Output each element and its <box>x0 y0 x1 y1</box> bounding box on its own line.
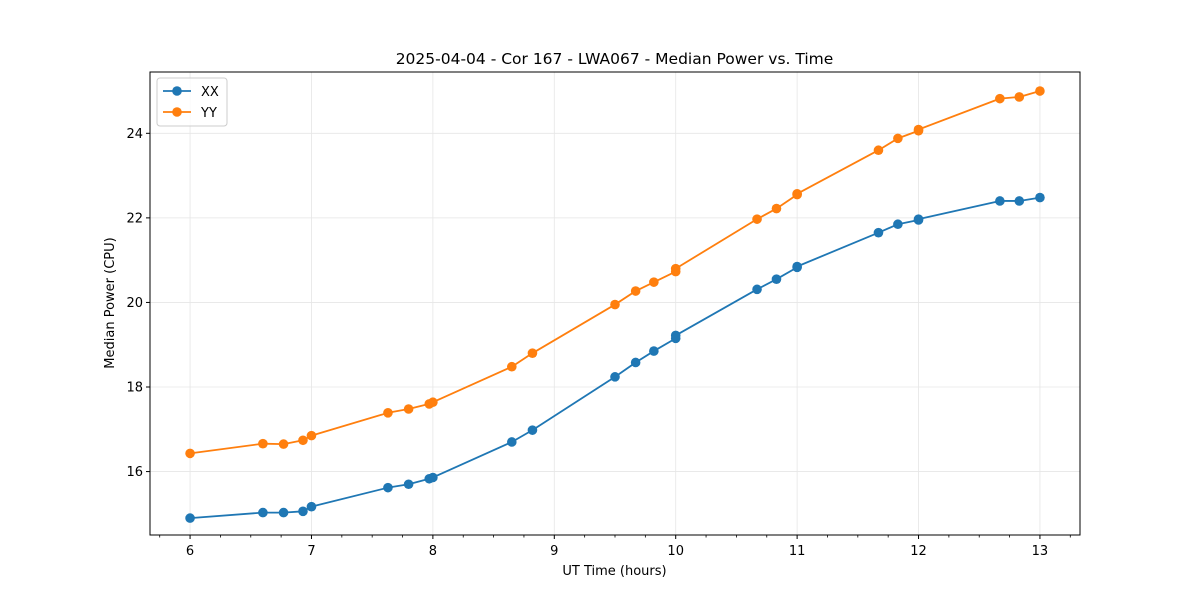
data-point-xx <box>1014 196 1025 206</box>
data-point-yy <box>995 93 1005 104</box>
data-point-xx <box>185 513 195 523</box>
y-tick-label: 18 <box>126 381 143 396</box>
y-tick-label: 24 <box>126 127 143 142</box>
data-point-yy <box>306 430 317 441</box>
data-point-xx <box>403 479 414 490</box>
data-point-xx <box>771 274 782 284</box>
series-yy <box>185 86 1045 459</box>
data-point-xx <box>258 507 268 518</box>
data-point-yy <box>298 435 308 446</box>
data-point-xx <box>610 372 620 382</box>
data-point-xx <box>507 437 517 447</box>
data-point-xx <box>670 330 681 341</box>
data-point-yy <box>893 133 903 144</box>
legend-label-xx: XX <box>201 85 219 100</box>
data-point-xx <box>792 261 802 272</box>
data-point-yy <box>771 203 782 214</box>
data-point-xx <box>278 507 289 518</box>
data-point-yy <box>428 397 438 408</box>
series-xx <box>185 192 1045 523</box>
x-axis-label: UT Time (hours) <box>562 564 666 579</box>
y-tick-label: 22 <box>126 211 143 226</box>
data-point-xx <box>995 196 1005 206</box>
y-tick-label: 16 <box>126 465 143 480</box>
data-point-xx <box>428 472 438 483</box>
data-point-yy <box>670 263 681 274</box>
data-point-yy <box>507 361 517 372</box>
data-point-yy <box>610 299 620 310</box>
y-axis-label: Median Power (CPU) <box>103 237 118 368</box>
legend-marker-xx <box>172 86 182 96</box>
data-point-xx <box>383 482 393 493</box>
data-point-yy <box>1035 86 1045 96</box>
data-point-yy <box>185 448 195 459</box>
data-point-yy <box>873 145 884 156</box>
data-point-yy <box>278 439 289 449</box>
data-point-yy <box>258 438 268 449</box>
legend: XX YY <box>156 77 228 127</box>
legend-label-yy: YY <box>200 106 217 121</box>
data-point-xx <box>527 425 538 435</box>
data-point-xx <box>873 227 884 238</box>
x-tick-label: 13 <box>1032 544 1049 559</box>
x-tick-label: 11 <box>789 544 806 559</box>
data-point-yy <box>1014 92 1025 102</box>
x-tick-label: 10 <box>667 544 684 559</box>
data-point-yy <box>913 124 924 135</box>
legend-marker-yy <box>172 107 182 117</box>
x-tick-label: 9 <box>550 544 558 559</box>
data-point-yy <box>527 348 538 358</box>
x-tick-label: 6 <box>186 544 194 559</box>
data-point-yy <box>403 404 414 414</box>
data-point-xx <box>630 357 641 368</box>
data-point-yy <box>792 188 802 199</box>
data-point-xx <box>649 346 659 356</box>
x-tick-label: 12 <box>910 544 927 559</box>
series-layer <box>185 86 1045 523</box>
data-point-yy <box>752 214 762 224</box>
data-point-xx <box>298 506 308 517</box>
x-tick-label: 7 <box>307 544 315 559</box>
data-point-xx <box>893 219 903 230</box>
data-point-xx <box>913 214 924 224</box>
data-point-xx <box>306 501 317 512</box>
data-point-yy <box>630 286 641 296</box>
y-tick-label: 20 <box>126 296 143 311</box>
data-point-xx <box>752 284 762 295</box>
data-point-yy <box>383 408 393 418</box>
axes: 6 7 8 9 10 11 12 13 16 18 20 22 24 <box>126 71 1081 559</box>
x-tick-label: 8 <box>429 544 437 559</box>
data-point-xx <box>1035 192 1045 203</box>
data-point-yy <box>649 277 659 287</box>
chart-title: 2025-04-04 - Cor 167 - LWA067 - Median P… <box>396 50 834 68</box>
